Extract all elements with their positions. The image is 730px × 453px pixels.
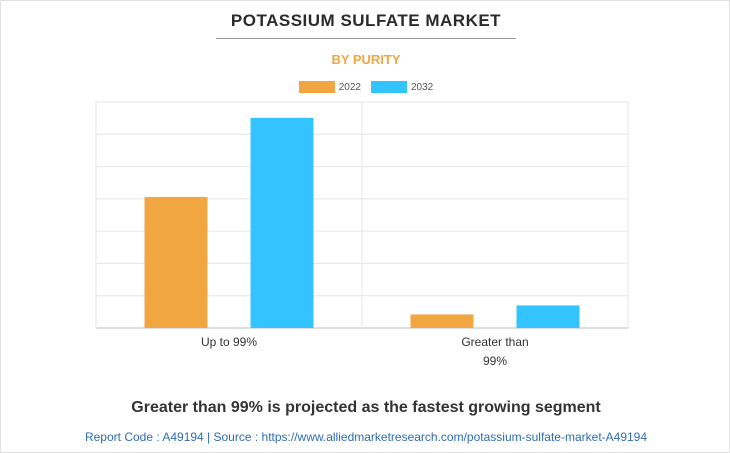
- chart-title: POTASSIUM SULFATE MARKET: [230, 11, 502, 30]
- source-footer[interactable]: Report Code : A49194 | Source : https://…: [84, 430, 648, 444]
- legend-label-2022: 2022: [338, 81, 361, 93]
- bar-2022-1[interactable]: [410, 314, 474, 328]
- chart-takeaway: Greater than 99% is projected as the fas…: [131, 399, 601, 416]
- legend-swatch-2022: [298, 81, 335, 93]
- bar-2032-1[interactable]: [516, 305, 580, 328]
- legend-swatch-2032: [371, 81, 407, 93]
- bar-2022-0[interactable]: [144, 196, 208, 328]
- x-tick-label: Greater than: [461, 335, 528, 349]
- chart-subtitle: BY PURITY: [331, 52, 401, 67]
- title-underline: [216, 38, 516, 39]
- legend-label-2032: 2032: [411, 81, 434, 93]
- bar-2032-0[interactable]: [250, 117, 314, 328]
- x-tick-label: 99%: [483, 354, 507, 368]
- x-tick-label: Up to 99%: [201, 335, 257, 349]
- legend-item-2022: 2022: [298, 81, 361, 93]
- chart-legend: 2022 2032: [1, 81, 730, 93]
- bar-chart: Up to 99% Greater than 99%: [95, 101, 629, 368]
- legend-item-2032: 2032: [371, 81, 433, 93]
